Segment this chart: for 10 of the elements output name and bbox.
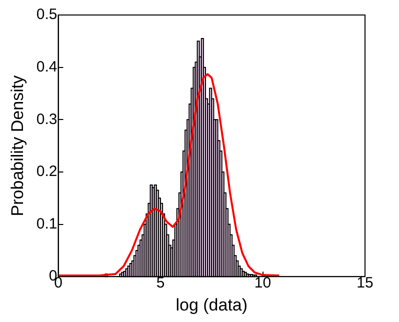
y-tick-label: 0.3 [36, 110, 58, 128]
x-tick-label: 5 [156, 274, 165, 292]
x-axis-title: log (data) [176, 295, 248, 314]
x-tick-label: 15 [356, 274, 374, 292]
y-tick-label: 0.2 [36, 163, 58, 180]
y-tick-label: 0.5 [36, 6, 58, 24]
y-tick-label: 0.1 [36, 215, 58, 232]
y-tick-label: 0.4 [36, 58, 58, 76]
y-axis-title: Probability Density [8, 74, 27, 216]
x-tick-label: 10 [254, 274, 272, 292]
